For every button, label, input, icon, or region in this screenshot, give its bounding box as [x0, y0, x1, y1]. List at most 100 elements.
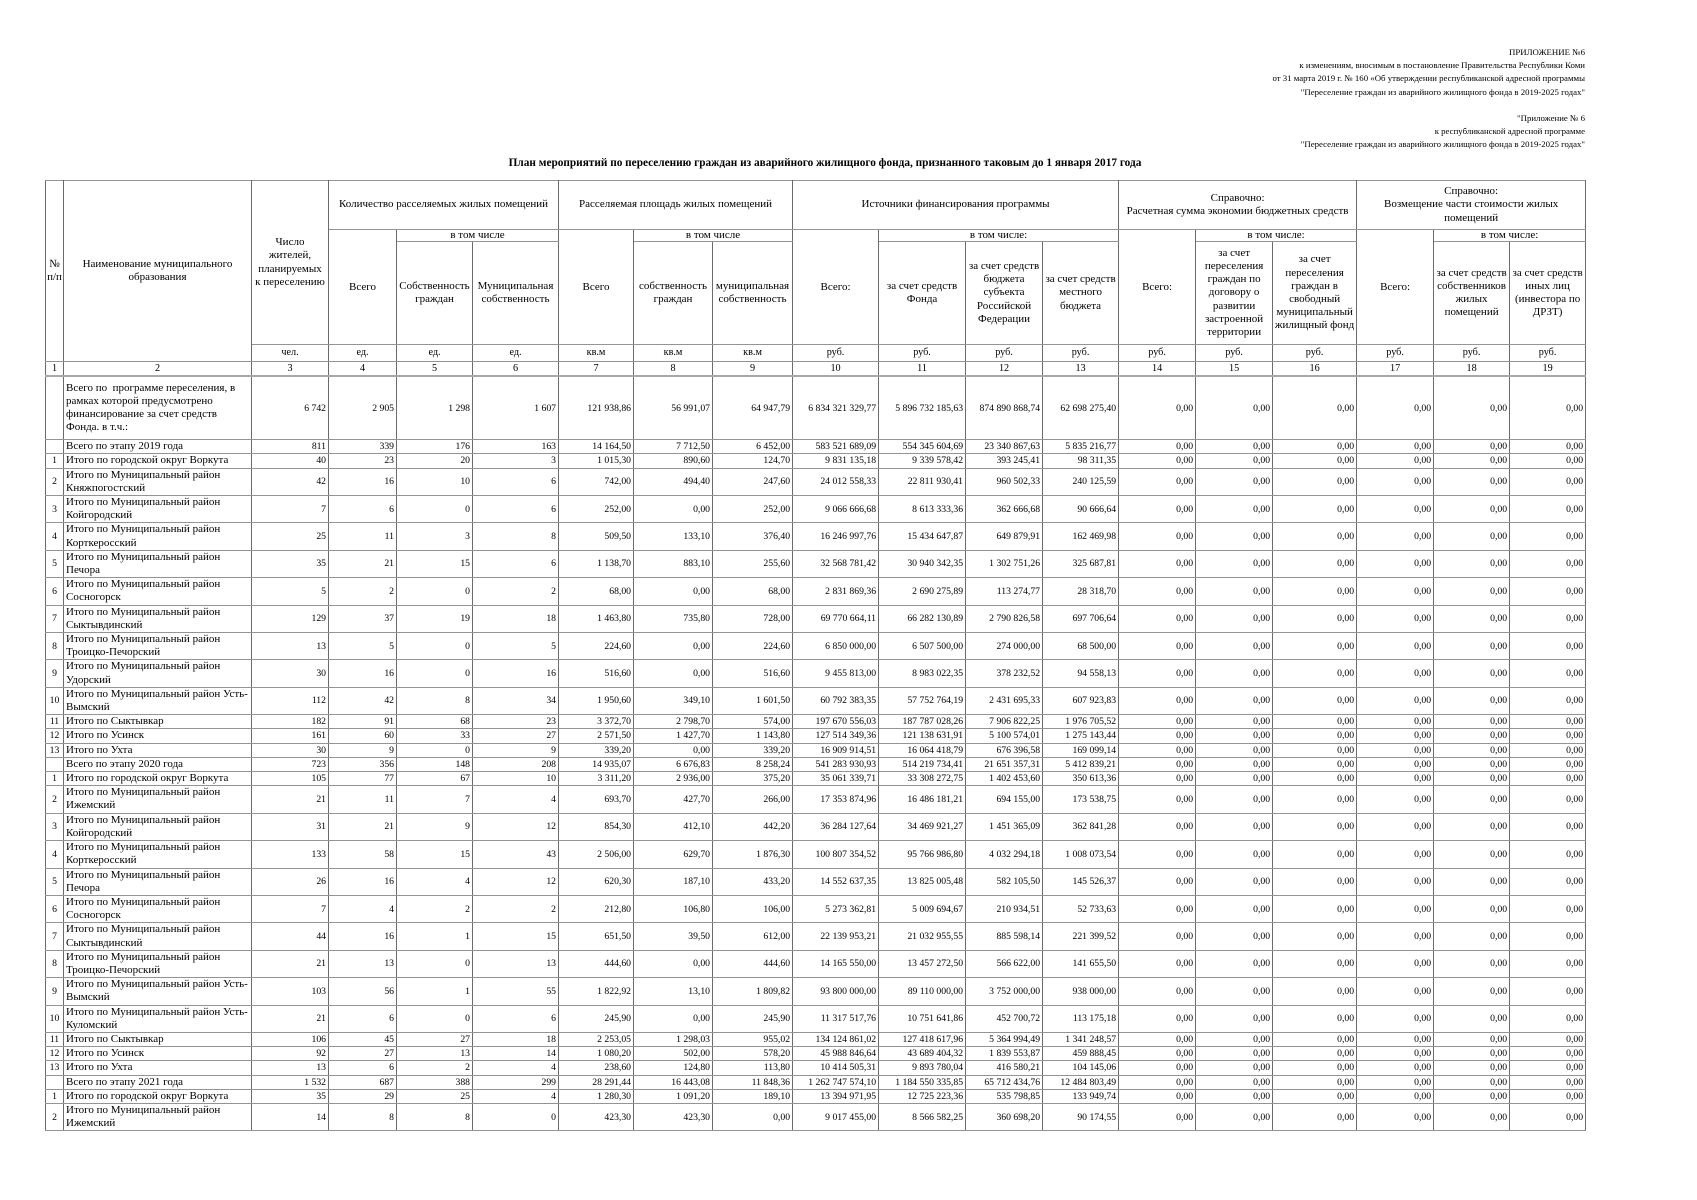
value-cell: 9 455 813,00 [792, 659, 880, 688]
value-cell: 1 809,82 [712, 977, 794, 1006]
value-cell: 0,00 [1509, 1046, 1587, 1062]
value-cell: 212,80 [558, 894, 635, 924]
value-cell: 127 514 349,36 [792, 728, 880, 744]
value-cell: 8 613 333,36 [878, 495, 967, 524]
value-cell: 104 145,06 [1042, 1060, 1120, 1076]
value-cell: 0,00 [1509, 604, 1587, 634]
value-cell: 98 311,35 [1042, 453, 1120, 469]
value-cell: 693,70 [558, 785, 635, 814]
value-cell: 1 080,20 [558, 1046, 635, 1062]
value-cell: 874 890 868,74 [965, 375, 1044, 441]
value-cell: 27 [396, 1031, 473, 1048]
value-cell: 0,00 [1356, 1102, 1435, 1132]
value-cell: 103 [251, 977, 329, 1006]
municipality-name-cell: Итого по Муниципальный район Усть-Куломс… [63, 1004, 252, 1033]
value-cell: 0,00 [1509, 549, 1587, 579]
header-savings-including: в том числе: [1195, 229, 1358, 242]
value-cell: 55 [471, 977, 560, 1006]
value-cell: 0,00 [1509, 686, 1587, 716]
header-financing-including: в том числе: [878, 229, 1120, 242]
value-cell: 0,00 [633, 949, 714, 979]
value-cell: 0,00 [1272, 495, 1358, 524]
appendix-change-line: к изменениям, вносимым в постановление П… [1299, 60, 1585, 71]
value-cell: 1 143,80 [712, 728, 794, 744]
table-row: 7 Итого по Муниципальный район Сыктывдинс… [45, 604, 1587, 634]
value-cell: 0,00 [1356, 785, 1435, 814]
municipality-name-cell: Всего по программе переселения, в рамках… [63, 375, 252, 441]
value-cell: 0,00 [1195, 1088, 1274, 1104]
value-cell: 0,00 [1118, 894, 1197, 924]
row-num-cell: 3 [45, 495, 64, 524]
value-cell: 0,00 [1433, 949, 1511, 979]
row-num-cell [45, 439, 64, 455]
value-cell: 0,00 [1272, 714, 1358, 730]
value-cell: 7 [251, 495, 329, 524]
resettlement-plan-table: № п/п Наименование муниципального образо… [45, 180, 1587, 1132]
value-cell: 14 164,50 [558, 439, 635, 455]
value-cell: 0,00 [1509, 1004, 1587, 1033]
value-cell: 68,00 [558, 577, 635, 606]
value-cell: 21 651 357,31 [965, 756, 1044, 773]
value-cell: 112 [251, 686, 329, 716]
municipality-name-cell: Итого по Ухта [63, 1060, 252, 1076]
value-cell: 58 [328, 840, 397, 869]
value-cell: 1 298,03 [633, 1031, 714, 1048]
header-savings-total: Всего: [1118, 229, 1197, 345]
column-number-cell: 10 [792, 361, 880, 378]
value-cell: 0,00 [1195, 467, 1274, 497]
value-cell: 0,00 [1356, 742, 1435, 758]
value-cell: 0,00 [633, 742, 714, 758]
table-row: 5 Итого по Муниципальный район Печора 35 21… [45, 549, 1587, 579]
value-cell: 42 [251, 467, 329, 497]
value-cell: 0,00 [1433, 467, 1511, 497]
value-cell: 105 [251, 771, 329, 787]
table-row: 9 Итого по Муниципальный район Удорский 30… [45, 659, 1587, 688]
value-cell: 0,00 [1509, 495, 1587, 524]
value-cell: 14 [251, 1102, 329, 1132]
value-cell: 854,30 [558, 812, 635, 842]
value-cell: 3 311,20 [558, 771, 635, 787]
value-cell: 0,00 [1118, 1031, 1197, 1048]
value-cell: 32 568 781,42 [792, 549, 880, 579]
value-cell: 0,00 [1195, 771, 1274, 787]
value-cell: 4 [396, 867, 473, 896]
value-cell: 0,00 [1195, 632, 1274, 661]
value-cell: 514 219 734,41 [878, 756, 967, 773]
column-number-cell: 5 [396, 361, 473, 378]
value-cell: 10 [471, 771, 560, 787]
value-cell: 0,00 [1195, 977, 1274, 1006]
value-cell: 22 811 930,41 [878, 467, 967, 497]
value-cell: 134 124 861,02 [792, 1031, 880, 1048]
value-cell: 2 798,70 [633, 714, 714, 730]
value-cell: 0,00 [1356, 1046, 1435, 1062]
value-cell: 0,00 [1356, 840, 1435, 869]
value-cell: 133 949,74 [1042, 1088, 1120, 1104]
value-cell: 31 [251, 812, 329, 842]
value-cell: 0,00 [1118, 812, 1197, 842]
value-cell: 95 766 986,80 [878, 840, 967, 869]
value-cell: 0 [396, 659, 473, 688]
unit-cell: кв.м [558, 344, 635, 362]
table-row: 1 Итого по городской округ Воркута 40 23 20 3… [45, 453, 1587, 469]
value-cell: 2 [471, 577, 560, 606]
value-cell: 0,00 [1272, 785, 1358, 814]
value-cell: 0 [396, 577, 473, 606]
value-cell: 33 308 272,75 [878, 771, 967, 787]
column-number-cell: 13 [1042, 361, 1120, 378]
value-cell: 121 938,86 [558, 375, 635, 441]
table-row: 8 Итого по Муниципальный район Троицко-Пе… [45, 949, 1587, 979]
value-cell: 554 345 604,69 [878, 439, 967, 455]
value-cell: 0,00 [1118, 785, 1197, 814]
value-cell: 45 [328, 1031, 397, 1048]
value-cell: 34 [471, 686, 560, 716]
row-num-cell: 6 [45, 577, 64, 606]
value-cell: 26 [251, 867, 329, 896]
row-num-cell: 3 [45, 812, 64, 842]
value-cell: 687 [328, 1074, 397, 1090]
value-cell: 9 831 135,18 [792, 453, 880, 469]
value-cell: 0,00 [1509, 439, 1587, 455]
value-cell: 0,00 [1433, 894, 1511, 924]
header-area-citizens: собственность граждан [633, 241, 714, 345]
value-cell: 423,30 [633, 1102, 714, 1132]
header-area-municipal: муниципальная собственность [712, 241, 794, 345]
